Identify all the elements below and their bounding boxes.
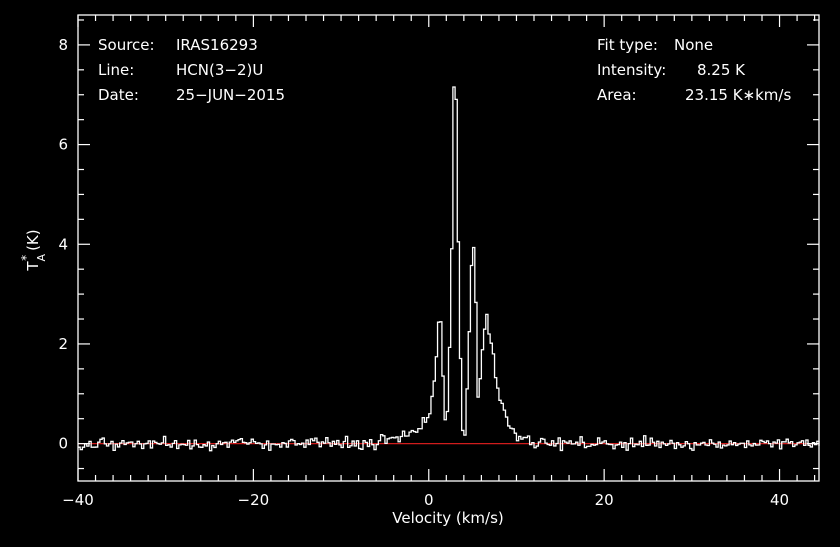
- spectrum-line: [78, 86, 820, 452]
- y-tick-label: 0: [58, 435, 68, 453]
- intensity-label: Intensity:: [597, 61, 666, 79]
- y-axis-label-unit: (K): [24, 229, 42, 251]
- source-value: IRAS16293: [176, 36, 258, 54]
- source-label: Source:: [98, 36, 155, 54]
- y-axis-label: TA* (K): [19, 229, 48, 271]
- x-tick-label: −40: [62, 491, 94, 509]
- x-tick-label: −20: [238, 491, 270, 509]
- spectrum-layer: [78, 86, 820, 452]
- y-tick-label: 8: [58, 36, 68, 54]
- x-tick-label: 20: [595, 491, 614, 509]
- intensity-value: 8.25 K: [697, 61, 746, 79]
- x-axis-label: Velocity (km/s): [392, 509, 503, 527]
- tick-labels: −40 −20 0 20 40 0 2 4 6 8: [58, 36, 789, 509]
- x-tick-label: 0: [424, 491, 434, 509]
- svg-text:TA*(K): TA* (K): [19, 229, 48, 271]
- y-axis-label-sub: A: [35, 253, 48, 261]
- y-tick-label: 2: [58, 335, 68, 353]
- plot-frame: [77, 14, 820, 482]
- line-value: HCN(3−2)U: [176, 61, 263, 79]
- area-label: Area:: [597, 86, 637, 104]
- fit-type-value: None: [674, 36, 713, 54]
- y-tick-label: 6: [58, 136, 68, 154]
- date-value: 25−JUN−2015: [176, 86, 285, 104]
- y-axis-label-main: T: [24, 261, 42, 272]
- y-tick-label: 4: [58, 235, 68, 253]
- date-label: Date:: [98, 86, 139, 104]
- axes-layer: [77, 14, 820, 482]
- area-value: 23.15 K∗km/s: [685, 86, 791, 104]
- y-axis-label-sup: *: [19, 255, 33, 261]
- x-tick-label: 40: [770, 491, 789, 509]
- fit-type-label: Fit type:: [597, 36, 658, 54]
- line-label: Line:: [98, 61, 134, 79]
